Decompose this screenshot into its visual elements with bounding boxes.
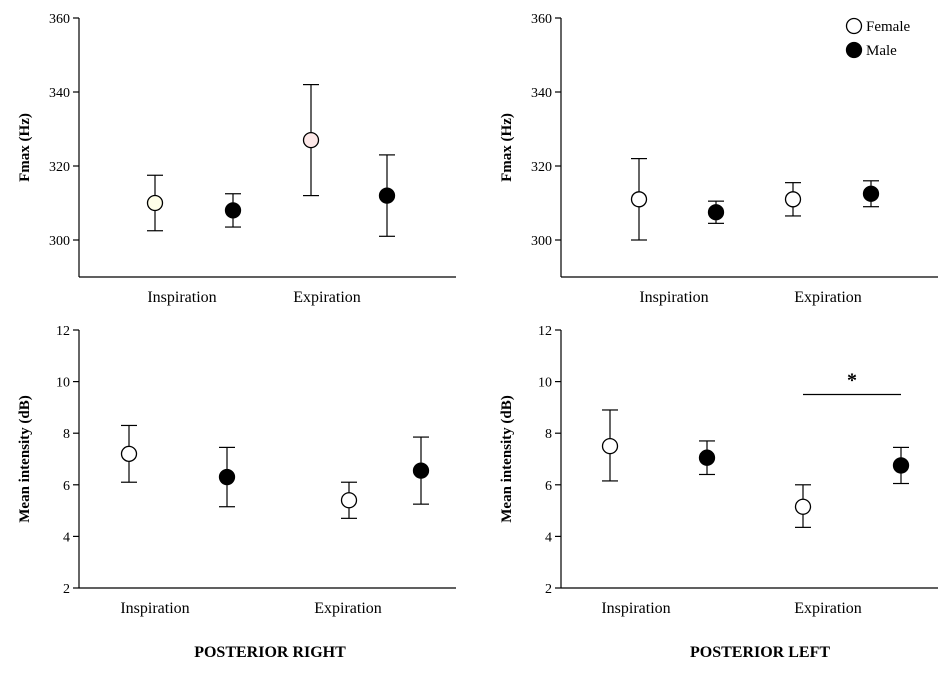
data-point-female: [120, 445, 138, 462]
group-title-posterior-left: POSTERIOR LEFT: [689, 644, 831, 661]
panel-intensity-right: 2 4 6 8 10 12 Mean intensity (dB) Inspiration Ex…: [17, 324, 456, 617]
x-category-label: Expiration: [293, 289, 361, 306]
data-point-male: [862, 185, 880, 202]
y-tick-label: 320: [49, 160, 70, 175]
data-point-male: [218, 468, 236, 486]
x-category-label: Expiration: [794, 600, 862, 617]
y-tick-label: 12: [538, 324, 552, 339]
y-tick-label: 2: [63, 582, 70, 597]
legend-label-male: Male: [866, 43, 897, 59]
data-point-male: [892, 457, 910, 474]
y-tick-label: 4: [63, 530, 70, 545]
legend: Female Male: [845, 17, 910, 59]
y-axis-label: Fmax (Hz): [17, 113, 33, 182]
y-tick-label: 340: [531, 86, 552, 101]
y-tick-label: 300: [49, 234, 70, 249]
y-tick-label: 2: [545, 582, 552, 597]
data-point-male: [412, 462, 430, 479]
y-tick-label: 340: [49, 86, 70, 101]
y-axis-label: Fmax (Hz): [499, 113, 515, 182]
y-tick-label: 300: [531, 234, 552, 249]
y-axis-label: Mean intensity (dB): [17, 395, 33, 523]
y-tick-label: 10: [56, 376, 70, 391]
data-point-male: [224, 202, 242, 219]
data-point-female: [146, 194, 164, 212]
panel-intensity-left: 2 4 6 8 10 12 Mean intensity (dB) Inspiration Ex…: [499, 324, 938, 617]
x-category-label: Inspiration: [601, 600, 670, 617]
y-tick-label: 12: [56, 324, 70, 339]
x-category-label: Inspiration: [147, 289, 216, 306]
x-category-label: Expiration: [794, 289, 862, 306]
group-title-posterior-right: POSTERIOR RIGHT: [194, 644, 346, 661]
y-tick-label: 8: [63, 427, 70, 442]
y-tick-label: 320: [531, 160, 552, 175]
y-tick-label: 360: [49, 12, 70, 27]
data-point-male: [707, 204, 725, 221]
y-tick-label: 4: [545, 530, 552, 545]
data-point-female: [630, 191, 648, 208]
y-tick-label: 8: [545, 427, 552, 442]
x-category-label: Inspiration: [120, 600, 189, 617]
data-point-female: [302, 131, 320, 149]
data-point-female: [340, 492, 358, 509]
data-point-female: [794, 498, 812, 515]
x-category-label: Inspiration: [639, 289, 708, 306]
y-tick-label: 10: [538, 376, 552, 391]
y-tick-label: 6: [545, 479, 552, 494]
significance-label: *: [847, 370, 857, 392]
y-tick-label: 360: [531, 12, 552, 27]
y-tick-label: 6: [63, 479, 70, 494]
y-axis-label: Mean intensity (dB): [499, 395, 515, 523]
legend-marker-male: [845, 41, 863, 59]
x-category-label: Expiration: [314, 600, 382, 617]
legend-label-female: Female: [866, 19, 910, 35]
data-point-female: [784, 191, 802, 208]
data-point-male: [698, 449, 716, 466]
panel-fmax-left: 300 320 340 360 Fmax (Hz) Inspiration Expirati…: [499, 12, 938, 306]
data-point-female: [601, 437, 619, 455]
legend-marker-female: [845, 17, 863, 35]
data-point-male: [378, 187, 396, 204]
panel-fmax-right: 300 320 340 360 Fmax (Hz) Inspiration Expirati…: [17, 12, 456, 306]
